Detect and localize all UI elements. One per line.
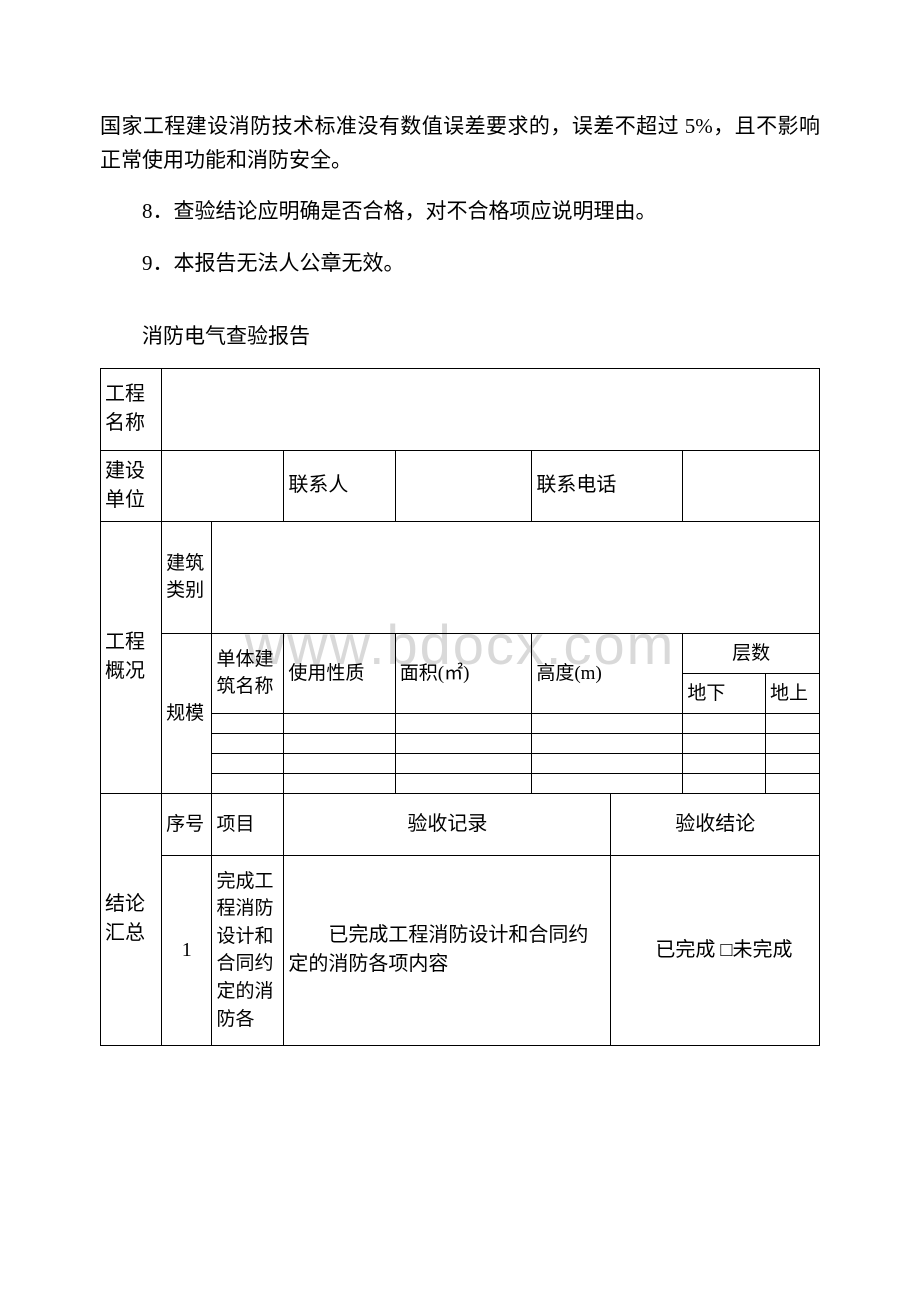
cell-item-label: 项目 [212, 793, 284, 855]
cell-empty [395, 753, 532, 773]
cell-empty [284, 713, 395, 733]
cell-project-name-label: 工程名称 [101, 368, 162, 450]
cell-empty [212, 733, 284, 753]
cell-phone-label: 联系电话 [532, 450, 683, 521]
cell-project-name-value [162, 368, 820, 450]
cell-empty [212, 753, 284, 773]
cell-empty [683, 713, 766, 733]
cell-overview-label: 工程概况 [101, 521, 162, 793]
cell-scale-label: 规模 [162, 633, 212, 793]
cell-empty [683, 733, 766, 753]
cell-empty [395, 733, 532, 753]
cell-empty [765, 733, 819, 753]
table-row: 1 完成工程消防设计和合同约定的消防各 已完成工程消防设计和合同约定的消防各项内… [101, 855, 820, 1045]
cell-empty [284, 773, 395, 793]
cell-unit-name-label: 单体建筑名称 [212, 633, 284, 713]
cell-empty [532, 713, 683, 733]
section-title: 消防电气查验报告 [100, 320, 820, 354]
cell-empty [532, 753, 683, 773]
cell-result-label: 验收结论 [611, 793, 820, 855]
table-row: 结论汇总 序号 项目 验收记录 验收结论 [101, 793, 820, 855]
cell-building-type-label: 建筑类别 [162, 521, 212, 633]
cell-empty [765, 753, 819, 773]
cell-empty [765, 773, 819, 793]
table-row: 建设单位 联系人 联系电话 [101, 450, 820, 521]
cell-building-type-value [212, 521, 820, 633]
cell-build-unit-value [162, 450, 284, 521]
cell-empty [532, 773, 683, 793]
cell-empty [284, 733, 395, 753]
cell-empty [284, 753, 395, 773]
table-row: 规模 单体建筑名称 使用性质 面积(㎡) 高度(m) 层数 [101, 633, 820, 673]
cell-item-1: 完成工程消防设计和合同约定的消防各 [212, 855, 284, 1045]
cell-empty [395, 773, 532, 793]
cell-empty [395, 713, 532, 733]
cell-empty [212, 773, 284, 793]
table-row: 工程名称 [101, 368, 820, 450]
cell-summary-label: 结论汇总 [101, 793, 162, 1045]
paragraph-3: 9．本报告无法人公章无效。 [100, 247, 820, 281]
cell-empty [683, 773, 766, 793]
cell-aboveground-label: 地上 [765, 673, 819, 713]
paragraph-2: 8．查验结论应明确是否合格，对不合格项应说明理由。 [100, 195, 820, 229]
cell-contact-value [395, 450, 532, 521]
cell-area-label: 面积(㎡) [395, 633, 532, 713]
cell-empty [532, 733, 683, 753]
inspection-table: 工程名称 建设单位 联系人 联系电话 工程概况 建筑类别 规模 单体建筑名称 使… [100, 368, 820, 1046]
cell-usage-label: 使用性质 [284, 633, 395, 713]
cell-empty [212, 713, 284, 733]
cell-seq-label: 序号 [162, 793, 212, 855]
cell-empty [683, 753, 766, 773]
cell-phone-value [683, 450, 820, 521]
cell-empty [765, 713, 819, 733]
cell-result-1: 已完成 □未完成 [611, 855, 820, 1045]
cell-seq-1: 1 [162, 855, 212, 1045]
cell-underground-label: 地下 [683, 673, 766, 713]
cell-record-label: 验收记录 [284, 793, 611, 855]
table-row: 工程概况 建筑类别 [101, 521, 820, 633]
cell-record-1: 已完成工程消防设计和合同约定的消防各项内容 [284, 855, 611, 1045]
paragraph-1: 国家工程建设消防技术标准没有数值误差要求的，误差不超过 5%，且不影响正常使用功… [100, 110, 820, 177]
cell-build-unit-label: 建设单位 [101, 450, 162, 521]
cell-floors-label: 层数 [683, 633, 820, 673]
cell-height-label: 高度(m) [532, 633, 683, 713]
cell-contact-label: 联系人 [284, 450, 395, 521]
